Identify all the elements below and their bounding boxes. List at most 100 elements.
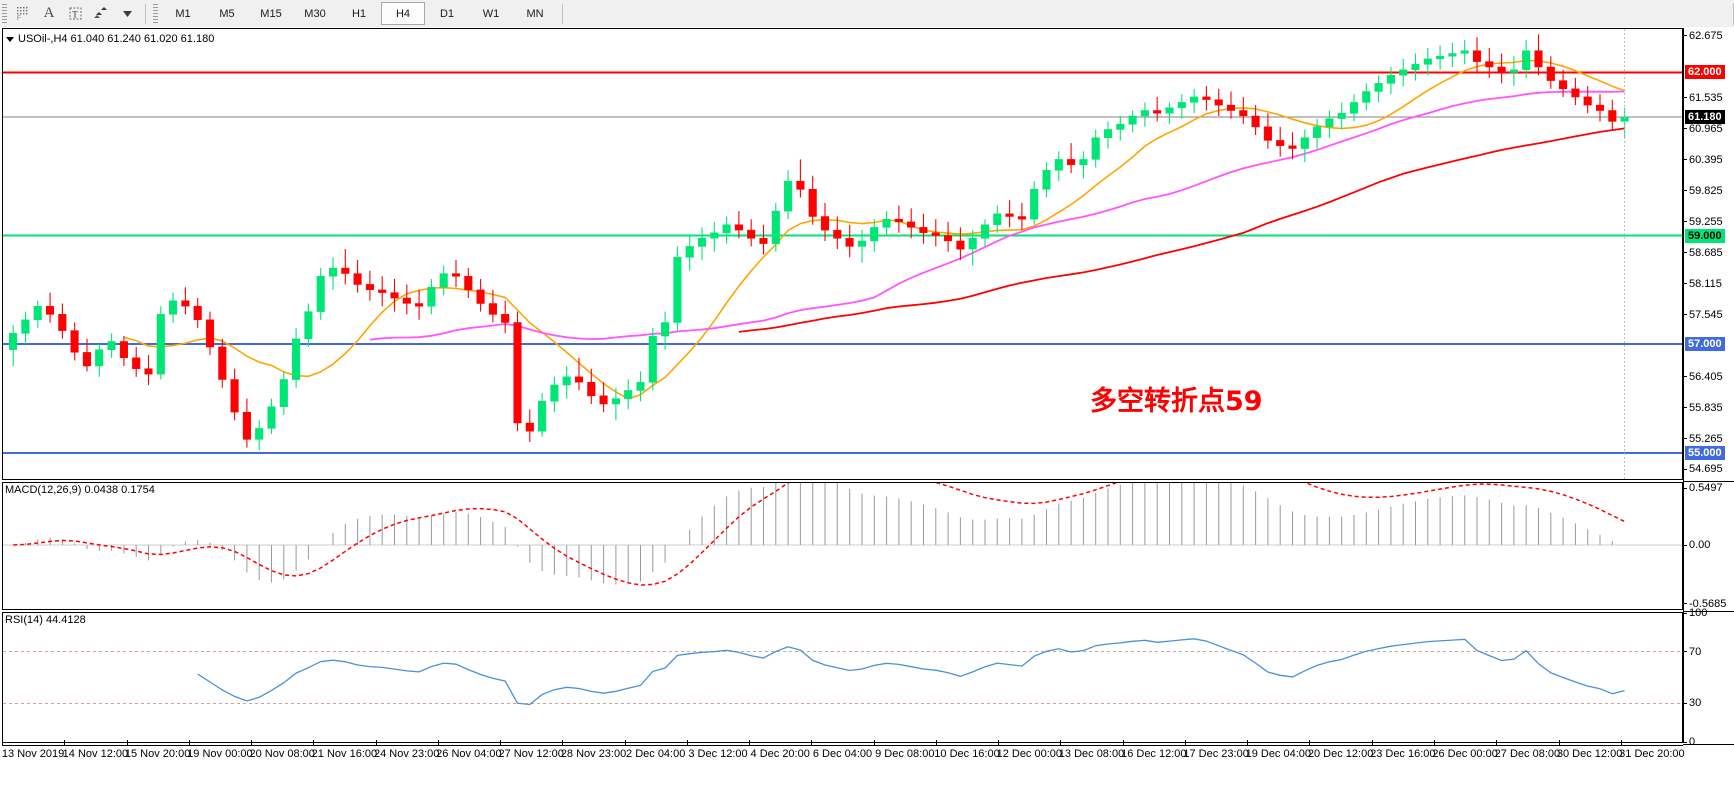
- time-tick-label-26: 31 Dec 20:00: [1619, 748, 1685, 760]
- chart-area[interactable]: USOil-,H4 61.040 61.240 61.020 61.180 多空…: [0, 27, 1734, 772]
- price-tick-6: 58.685: [1683, 247, 1723, 259]
- price-tick-3: 60.395: [1683, 154, 1723, 166]
- time-tick-label-17: 13 Dec 08:00: [1058, 748, 1125, 760]
- timeframe-m30[interactable]: M30: [304, 7, 326, 20]
- text-tool-icon[interactable]: A: [43, 5, 55, 21]
- price-level-badge-1[interactable]: 61.180: [1685, 110, 1725, 125]
- macd-panel[interactable]: [2, 482, 1683, 610]
- time-tick-label-14: 9 Dec 08:00: [875, 748, 935, 760]
- time-tick-label-23: 26 Dec 00:00: [1432, 748, 1498, 760]
- price-tick-11: 55.265: [1683, 433, 1723, 445]
- price-level-badge-3[interactable]: 57.000: [1685, 337, 1725, 352]
- price-tick-2: 60.965: [1683, 123, 1723, 135]
- rsi-label: RSI(14) 44.4128: [5, 614, 86, 626]
- macd-chart-svg: [3, 483, 1682, 586]
- time-tick-mark-2: [126, 740, 128, 745]
- time-tick-mark-4: [251, 740, 252, 745]
- time-tick-label-11: 3 Dec 12:00: [688, 748, 748, 760]
- symbol-text: USOil-,H4 61.040 61.240 61.020 61.180: [18, 33, 215, 45]
- time-tick-mark-15: [935, 740, 937, 745]
- chevron-down-icon[interactable]: [6, 36, 14, 42]
- time-tick-mark-7: [437, 740, 439, 745]
- timeframe-m1[interactable]: M1: [175, 7, 191, 20]
- rsi-tick-0: 100: [1683, 607, 1707, 619]
- scale-axis-line: [1683, 28, 1684, 743]
- timeframe-mn[interactable]: MN: [526, 7, 544, 20]
- toolbar: F A T M1 M5 M15 M30 H1 H: [0, 0, 1734, 28]
- time-tick-label-22: 23 Dec 16:00: [1370, 748, 1436, 760]
- toolbar-divider-1: [145, 3, 146, 24]
- timeframe-h4[interactable]: H4: [381, 2, 425, 25]
- rsi-panel[interactable]: [2, 612, 1683, 743]
- time-tick-label-1: 14 Nov 12:00: [62, 748, 129, 760]
- time-tick-label-8: 27 Nov 12:00: [498, 748, 564, 760]
- time-tick-mark-26: [1620, 740, 1622, 745]
- time-tick-mark-0: [2, 740, 3, 745]
- timeframe-h1[interactable]: H1: [351, 7, 367, 20]
- macd-label: MACD(12,26,9) 0.0438 0.1754: [5, 484, 155, 496]
- time-tick-label-25: 30 Dec 12:00: [1556, 748, 1623, 760]
- time-tick-mark-24: [1496, 740, 1498, 745]
- price-tick-8: 57.545: [1683, 309, 1723, 321]
- time-tick-label-13: 6 Dec 04:00: [812, 748, 873, 760]
- price-panel[interactable]: [2, 28, 1683, 480]
- price-tick-10: 55.835: [1683, 402, 1723, 414]
- price-tick-7: 58.115: [1683, 278, 1722, 290]
- time-tick-mark-9: [562, 740, 564, 745]
- dropdown-arrow-icon[interactable]: [114, 2, 140, 25]
- time-tick-mark-8: [500, 740, 502, 745]
- timeframe-d1[interactable]: D1: [439, 7, 455, 20]
- macd-tick-1: 0.00: [1683, 539, 1710, 551]
- macd-tick-0: 0.5497: [1683, 482, 1723, 494]
- time-tick-label-20: 19 Dec 04:00: [1245, 748, 1312, 760]
- symbol-label-bar[interactable]: USOil-,H4 61.040 61.240 61.020 61.180: [6, 33, 214, 45]
- time-tick-mark-14: [873, 740, 875, 745]
- time-tick-mark-6: [375, 740, 377, 745]
- timeframe-w1[interactable]: W1: [482, 7, 500, 20]
- scale-divider-1: [1683, 611, 1734, 612]
- label-tool-icon[interactable]: T: [62, 2, 88, 25]
- time-tick-mark-11: [686, 740, 688, 745]
- time-tick-mark-1: [64, 740, 66, 745]
- price-tick-9: 56.405: [1683, 371, 1723, 383]
- time-tick-mark-16: [998, 740, 1000, 745]
- macd-tick-2: -0.5685: [1683, 598, 1726, 610]
- svg-text:T: T: [72, 10, 78, 20]
- price-tick-12: 54.695: [1683, 463, 1723, 475]
- time-tick-label-0: 13 Nov 2019: [1, 748, 65, 760]
- time-tick-mark-21: [1309, 740, 1311, 745]
- price-tick-1: 61.535: [1683, 92, 1723, 104]
- time-tick-mark-17: [1060, 740, 1062, 745]
- objects-icon[interactable]: [88, 2, 114, 25]
- time-tick-label-5: 21 Nov 16:00: [311, 748, 378, 760]
- time-tick-mark-5: [313, 740, 315, 745]
- scale-divider-0: [1683, 481, 1734, 482]
- time-tick-mark-20: [1247, 740, 1249, 745]
- time-tick-label-16: 12 Dec 00:00: [996, 748, 1063, 760]
- rsi-tick-2: 30: [1683, 697, 1701, 709]
- time-tick-mark-12: [749, 740, 751, 745]
- price-level-badge-0[interactable]: 62.000: [1685, 65, 1725, 80]
- time-tick-label-10: 2 Dec 04:00: [626, 748, 686, 760]
- price-tick-4: 59.825: [1683, 185, 1723, 197]
- time-tick-mark-23: [1434, 740, 1435, 745]
- price-tick-5: 59.255: [1683, 216, 1723, 228]
- toolbar-grip-2[interactable]: [153, 3, 158, 24]
- time-tick-mark-3: [188, 740, 190, 745]
- time-tick-label-12: 4 Dec 20:00: [750, 748, 810, 760]
- time-tick-label-3: 19 Nov 00:00: [187, 748, 253, 760]
- time-axis[interactable]: 13 Nov 2019 14 Nov 12:00 15 Nov 20:00 19 No…: [1, 740, 1685, 772]
- price-scale-axis[interactable]: 62.675 61.535 60.965 60.395 59.825 59.255 58.6…: [1683, 28, 1734, 748]
- time-tick-mark-18: [1122, 740, 1124, 745]
- time-tick-mark-13: [811, 740, 813, 745]
- time-tick-mark-10: [624, 740, 626, 745]
- price-level-badge-4[interactable]: 55.000: [1685, 445, 1725, 460]
- time-tick-label-6: 24 Nov 23:00: [373, 748, 440, 760]
- crosshair-icon[interactable]: F: [10, 2, 36, 25]
- time-tick-label-9: 28 Nov 23:00: [560, 748, 627, 760]
- timeframe-m15[interactable]: M15: [260, 7, 282, 20]
- timeframe-m5[interactable]: M5: [219, 7, 235, 20]
- price-level-badge-2[interactable]: 59.000: [1685, 228, 1725, 243]
- toolbar-grip-1[interactable]: [2, 3, 7, 24]
